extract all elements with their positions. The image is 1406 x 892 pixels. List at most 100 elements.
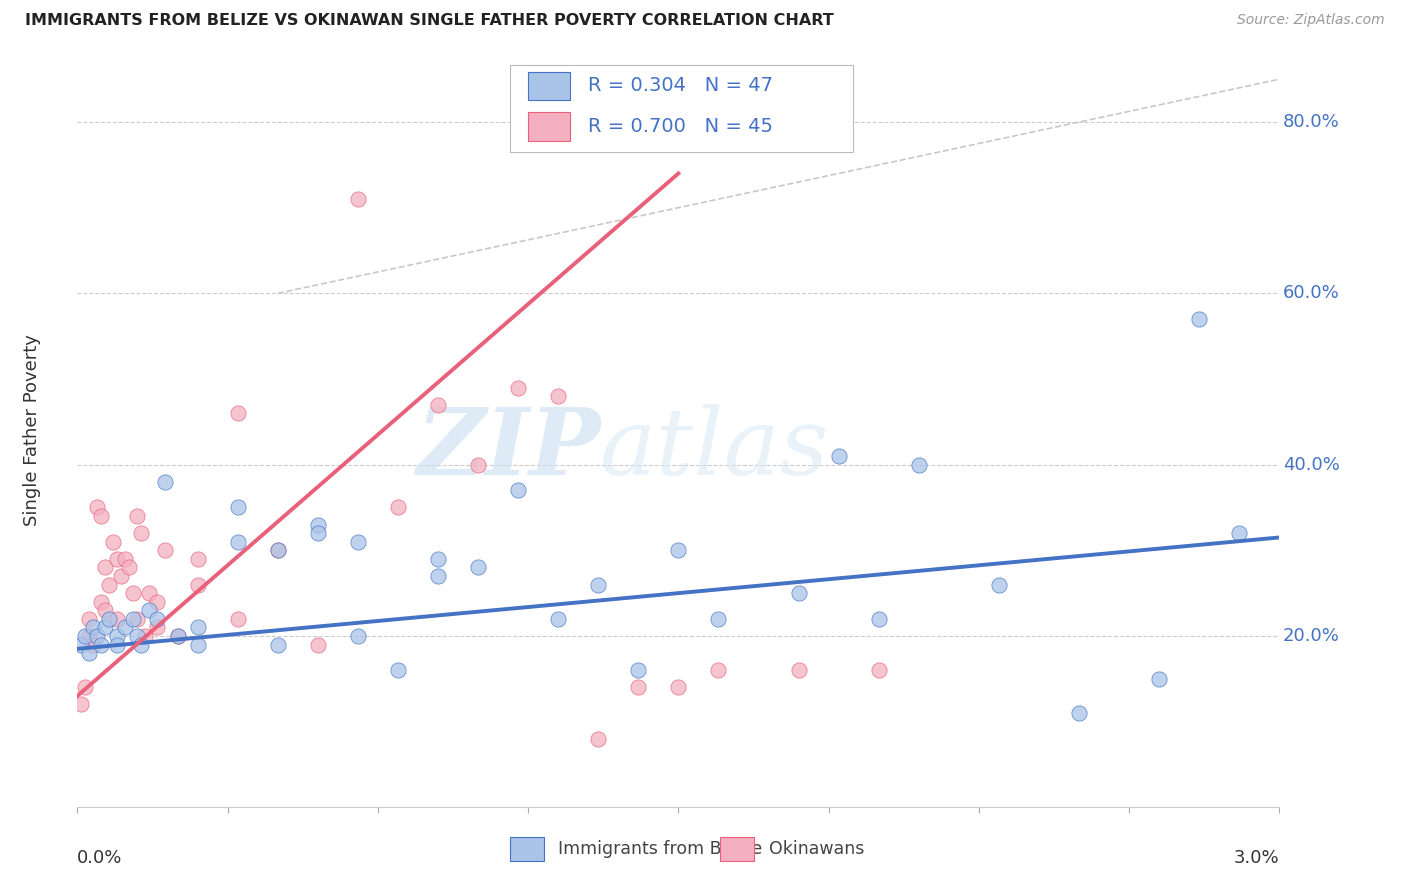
Point <box>86 500 108 515</box>
Point <box>131 526 153 541</box>
Bar <box>510 837 544 861</box>
Point <box>79 629 101 643</box>
Text: 3.0%: 3.0% <box>1234 848 1279 867</box>
Point <box>114 620 136 634</box>
Bar <box>720 837 754 861</box>
Point <box>134 629 156 643</box>
Point <box>110 569 132 583</box>
Point <box>547 389 569 403</box>
Point <box>226 500 249 515</box>
Text: ZIP: ZIP <box>416 404 600 494</box>
Point <box>127 629 149 643</box>
Point <box>627 663 650 677</box>
Text: Source: ZipAtlas.com: Source: ZipAtlas.com <box>1237 13 1385 28</box>
Bar <box>529 112 571 141</box>
Point <box>75 629 97 643</box>
Point <box>79 646 101 660</box>
Point <box>114 552 136 566</box>
Point <box>82 620 104 634</box>
Text: Okinawans: Okinawans <box>769 839 863 858</box>
Point <box>94 603 117 617</box>
Point <box>588 577 610 591</box>
Point <box>427 569 450 583</box>
Point <box>387 500 409 515</box>
Point <box>868 612 890 626</box>
Point <box>90 509 112 524</box>
Point <box>122 586 145 600</box>
Point <box>1149 672 1171 686</box>
FancyBboxPatch shape <box>510 65 852 152</box>
Point <box>70 698 93 712</box>
Point <box>166 629 188 643</box>
Point <box>79 612 101 626</box>
Point <box>1069 706 1091 720</box>
Point <box>427 398 450 412</box>
Point <box>427 552 450 566</box>
Point <box>70 638 93 652</box>
Text: 40.0%: 40.0% <box>1284 456 1340 474</box>
Point <box>547 612 569 626</box>
Point <box>94 560 117 574</box>
Point <box>90 638 112 652</box>
Point <box>138 586 160 600</box>
Point <box>131 638 153 652</box>
Point <box>98 612 121 626</box>
Bar <box>529 71 571 100</box>
Point <box>267 543 290 558</box>
Point <box>787 586 810 600</box>
Point <box>103 534 125 549</box>
Text: 80.0%: 80.0% <box>1284 113 1340 131</box>
Text: 0.0%: 0.0% <box>77 848 122 867</box>
Point <box>90 595 112 609</box>
Point <box>127 509 149 524</box>
Point <box>138 603 160 617</box>
Point <box>1229 526 1251 541</box>
Point <box>347 629 370 643</box>
Point <box>707 663 730 677</box>
Point <box>122 612 145 626</box>
Text: 20.0%: 20.0% <box>1284 627 1340 645</box>
Point <box>627 681 650 695</box>
Point <box>107 552 129 566</box>
Point <box>107 638 129 652</box>
Point <box>82 638 104 652</box>
Point <box>508 380 530 394</box>
Point <box>186 620 209 634</box>
Point <box>155 543 177 558</box>
Point <box>908 458 931 472</box>
Point <box>467 458 489 472</box>
Point <box>1188 312 1211 326</box>
Text: R = 0.304   N = 47: R = 0.304 N = 47 <box>588 77 773 95</box>
Point <box>146 620 169 634</box>
Text: Immigrants from Belize: Immigrants from Belize <box>558 839 762 858</box>
Text: IMMIGRANTS FROM BELIZE VS OKINAWAN SINGLE FATHER POVERTY CORRELATION CHART: IMMIGRANTS FROM BELIZE VS OKINAWAN SINGL… <box>25 13 834 29</box>
Point <box>668 543 690 558</box>
Point <box>267 638 290 652</box>
Point <box>988 577 1011 591</box>
Point <box>588 731 610 746</box>
Point <box>107 629 129 643</box>
Point <box>387 663 409 677</box>
Point <box>508 483 530 498</box>
Point <box>868 663 890 677</box>
Point <box>267 543 290 558</box>
Point <box>347 534 370 549</box>
Point <box>166 629 188 643</box>
Point <box>86 629 108 643</box>
Point <box>107 612 129 626</box>
Text: Single Father Poverty: Single Father Poverty <box>22 334 41 526</box>
Point <box>75 681 97 695</box>
Text: R = 0.700   N = 45: R = 0.700 N = 45 <box>588 117 773 136</box>
Point <box>307 638 329 652</box>
Point <box>307 526 329 541</box>
Point <box>307 517 329 532</box>
Point <box>707 612 730 626</box>
Point <box>94 620 117 634</box>
Point <box>155 475 177 489</box>
Point <box>226 406 249 420</box>
Point <box>226 612 249 626</box>
Point <box>347 192 370 206</box>
Point <box>186 638 209 652</box>
Text: atlas: atlas <box>600 404 830 494</box>
Point <box>467 560 489 574</box>
